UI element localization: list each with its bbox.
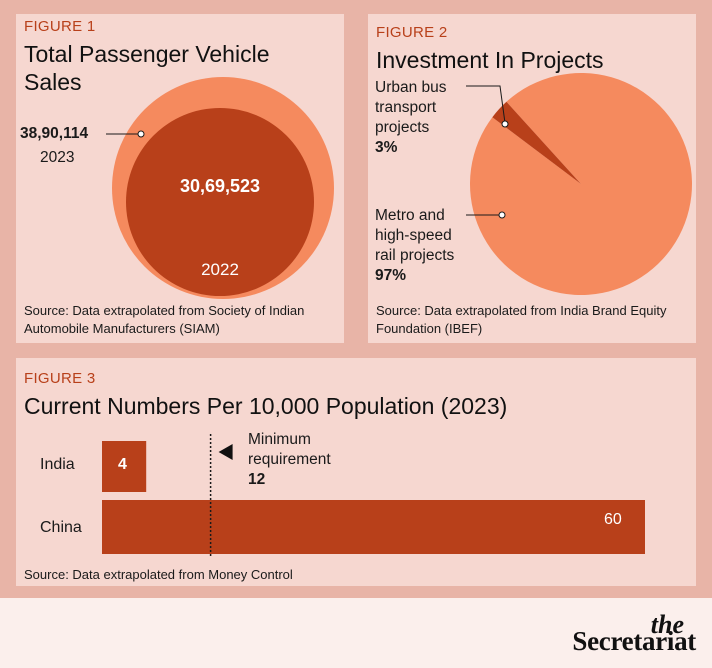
category-label-china: China: [40, 519, 82, 536]
bus-label-line: Urban bus: [375, 79, 447, 96]
metro-value: 97%: [375, 267, 407, 284]
brand-logo-name: Secretariat: [572, 626, 696, 656]
bar-value-india: 4: [118, 456, 127, 473]
figure3-label: FIGURE 3: [24, 370, 96, 387]
footer: [0, 598, 712, 668]
bus-label: Urban bus transport projects 3%: [375, 78, 447, 158]
figure1-label: FIGURE 1: [24, 18, 96, 35]
reference-label: Minimum requirement 12: [248, 430, 331, 490]
value-2023-label: 38,90,114: [20, 125, 89, 142]
figure2-source: Source: Data extrapolated from India Bra…: [376, 303, 667, 336]
year-2022-label: 2022: [201, 260, 239, 279]
reference-label-line: Minimum: [248, 431, 311, 448]
figure1-source: Source: Data extrapolated from Society o…: [24, 303, 305, 336]
figure3-title: Current Numbers Per 10,000 Population (2…: [24, 393, 508, 419]
metro-label: Metro and high-speed rail projects 97%: [375, 206, 454, 286]
metro-label-line: Metro and: [375, 207, 445, 224]
bus-label-line: transport: [375, 99, 437, 116]
figure1-title: Total Passenger Vehicle Sales: [24, 41, 270, 95]
bus-label-line: projects: [375, 119, 430, 136]
figure2-title: Investment In Projects: [376, 47, 604, 73]
bus-value: 3%: [375, 139, 398, 156]
metro-label-line: high-speed: [375, 227, 452, 244]
year-2023-label: 2023: [40, 149, 75, 166]
figure3-source: Source: Data extrapolated from Money Con…: [24, 567, 293, 582]
figure2-label: FIGURE 2: [376, 24, 448, 41]
reference-label-line: requirement: [248, 451, 331, 468]
metro-label-line: rail projects: [375, 247, 455, 264]
brand-logo-the: the: [650, 610, 684, 639]
reference-value: 12: [248, 471, 266, 488]
bar-value-china: 60: [604, 511, 622, 528]
category-label-india: India: [40, 456, 75, 473]
value-2022-label: 30,69,523: [179, 176, 261, 196]
